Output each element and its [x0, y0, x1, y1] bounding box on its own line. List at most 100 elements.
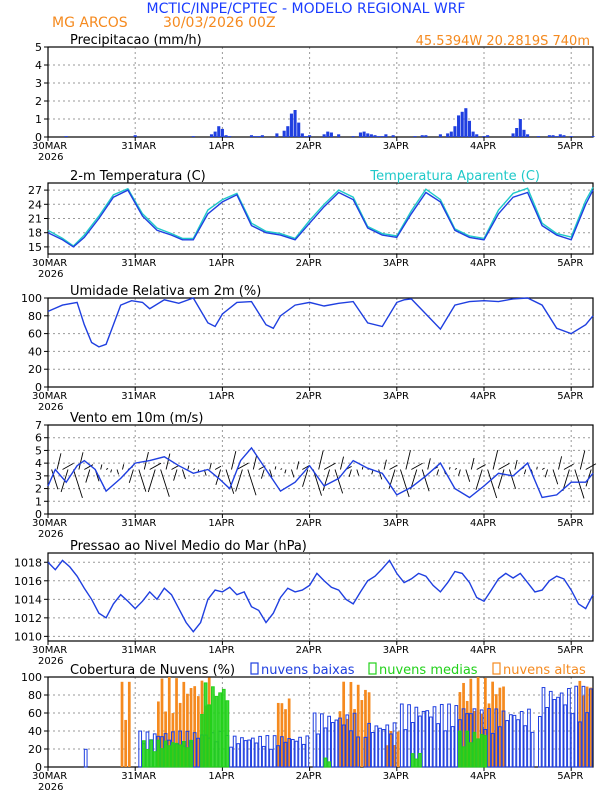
x-tick-label: 5APR	[557, 391, 583, 402]
y-tick-label: 60	[28, 328, 42, 341]
y-tick-label: 3	[35, 470, 42, 483]
cloud-bar-high	[345, 718, 349, 767]
x-tick-year: 2026	[38, 656, 63, 667]
y-tick-label: 27	[28, 184, 42, 197]
cloud-bar-high	[582, 695, 585, 767]
cloud-bar-high	[585, 686, 589, 767]
y-tick-label: 15	[28, 241, 42, 254]
precip-bar	[518, 119, 522, 137]
y-tick-label: 0	[35, 761, 42, 774]
x-tick-label: 30MAR	[32, 391, 67, 402]
cloud-bar-mid	[149, 739, 153, 768]
wind-vector	[302, 465, 310, 470]
wind-vector	[187, 465, 190, 470]
precip-bar	[569, 136, 573, 137]
cloud-bar-low	[338, 717, 342, 768]
x-tick-label: 30MAR	[32, 141, 67, 152]
precip-bar	[380, 136, 384, 137]
plot-frame	[47, 182, 594, 255]
cloud-bar-low	[450, 726, 455, 768]
cloud-bar-mid	[152, 751, 157, 768]
cloud-bar-low	[352, 712, 357, 768]
x-tick-year: 2026	[38, 269, 63, 280]
wind-vector	[51, 469, 59, 490]
cloud-bar-high	[171, 713, 175, 767]
x-tick-label: 31MAR	[121, 645, 156, 656]
cloud-bar-low	[574, 685, 579, 768]
cloud-bar-low	[240, 737, 244, 768]
coords-label: 45.5394W 20.2819S 740m	[416, 34, 590, 49]
wind-vector	[193, 468, 196, 470]
y-tick-label: 0	[35, 131, 42, 144]
precip-bar	[438, 134, 442, 137]
precip-bar	[217, 126, 221, 137]
y-tick-label: 0	[35, 508, 42, 521]
x-tick-label: 31MAR	[121, 391, 156, 402]
cloud-bar-mid	[156, 739, 161, 768]
wind-vector	[383, 459, 387, 470]
cloud-bar-low	[581, 685, 586, 768]
cloud-bar-low	[381, 729, 386, 768]
wind-vector	[182, 469, 186, 480]
cloud-bar-high	[280, 703, 284, 767]
precip-bar	[249, 135, 254, 137]
wind-vector	[138, 469, 147, 492]
cloud-bar-low	[283, 741, 288, 768]
cloud-bar-low	[250, 737, 255, 768]
panel-title: 2-m Temperatura (C)	[70, 169, 206, 184]
x-tick-label: 4APR	[470, 518, 496, 529]
y-tick-label: 1016	[14, 575, 42, 588]
precip-bar	[326, 131, 330, 137]
cloud-bar-high	[356, 684, 360, 767]
y-tick-label: 6	[35, 432, 42, 445]
wind-vector	[128, 469, 134, 484]
precip-bar	[555, 136, 559, 137]
temp-line	[47, 189, 594, 248]
precip-bar	[322, 134, 326, 137]
cloud-bar-mid	[141, 740, 146, 768]
precip-bar	[369, 134, 373, 137]
cloud-bar-high	[589, 687, 593, 767]
wind-vector	[322, 469, 331, 491]
legend-label: nuvens altas	[503, 663, 586, 678]
cloud-bar-high	[287, 698, 291, 767]
cloud-bar-high	[364, 689, 367, 767]
cloud-bar-mid	[174, 742, 179, 768]
cloud-bar-low	[370, 731, 375, 768]
wind-vector	[173, 469, 178, 481]
cloud-bar-low	[316, 733, 321, 768]
y-tick-label: 2	[35, 95, 42, 108]
wind-vector	[574, 469, 585, 499]
cloud-bar-low	[294, 740, 299, 768]
wind-vector	[509, 469, 516, 489]
y-tick-label: 1014	[14, 593, 42, 606]
wind-vector	[562, 469, 570, 492]
cloud-bar-high	[367, 692, 371, 767]
humidity-line	[47, 297, 594, 348]
cloud-bar-mid	[181, 741, 186, 768]
cloud-bar-mid	[465, 730, 470, 768]
precip-bar	[133, 135, 137, 137]
wind-vector	[269, 469, 273, 478]
wind-vector	[400, 469, 410, 498]
cloud-bar-low	[527, 708, 531, 768]
wind-vector	[389, 464, 398, 470]
cloud-bar-mid	[479, 733, 484, 768]
wind-vector	[247, 469, 257, 496]
y-tick-label: 7	[35, 419, 42, 432]
wind-vector	[122, 464, 125, 470]
cloud-bar-low	[392, 722, 397, 768]
cloud-bar-low	[232, 735, 237, 768]
location-label: MG ARCOS	[52, 15, 128, 31]
cloud-bar-low	[196, 737, 201, 768]
wind-vector	[552, 469, 559, 485]
x-tick-label: 30MAR	[32, 645, 67, 656]
x-tick-label: 2APR	[296, 258, 322, 269]
wind-vector	[436, 469, 440, 476]
cloud-bar-low	[312, 712, 317, 768]
panel-title: Umidade Relativa em 2m (%)	[70, 284, 261, 299]
precip-bar	[257, 136, 261, 137]
cloud-bar-low	[403, 729, 408, 768]
